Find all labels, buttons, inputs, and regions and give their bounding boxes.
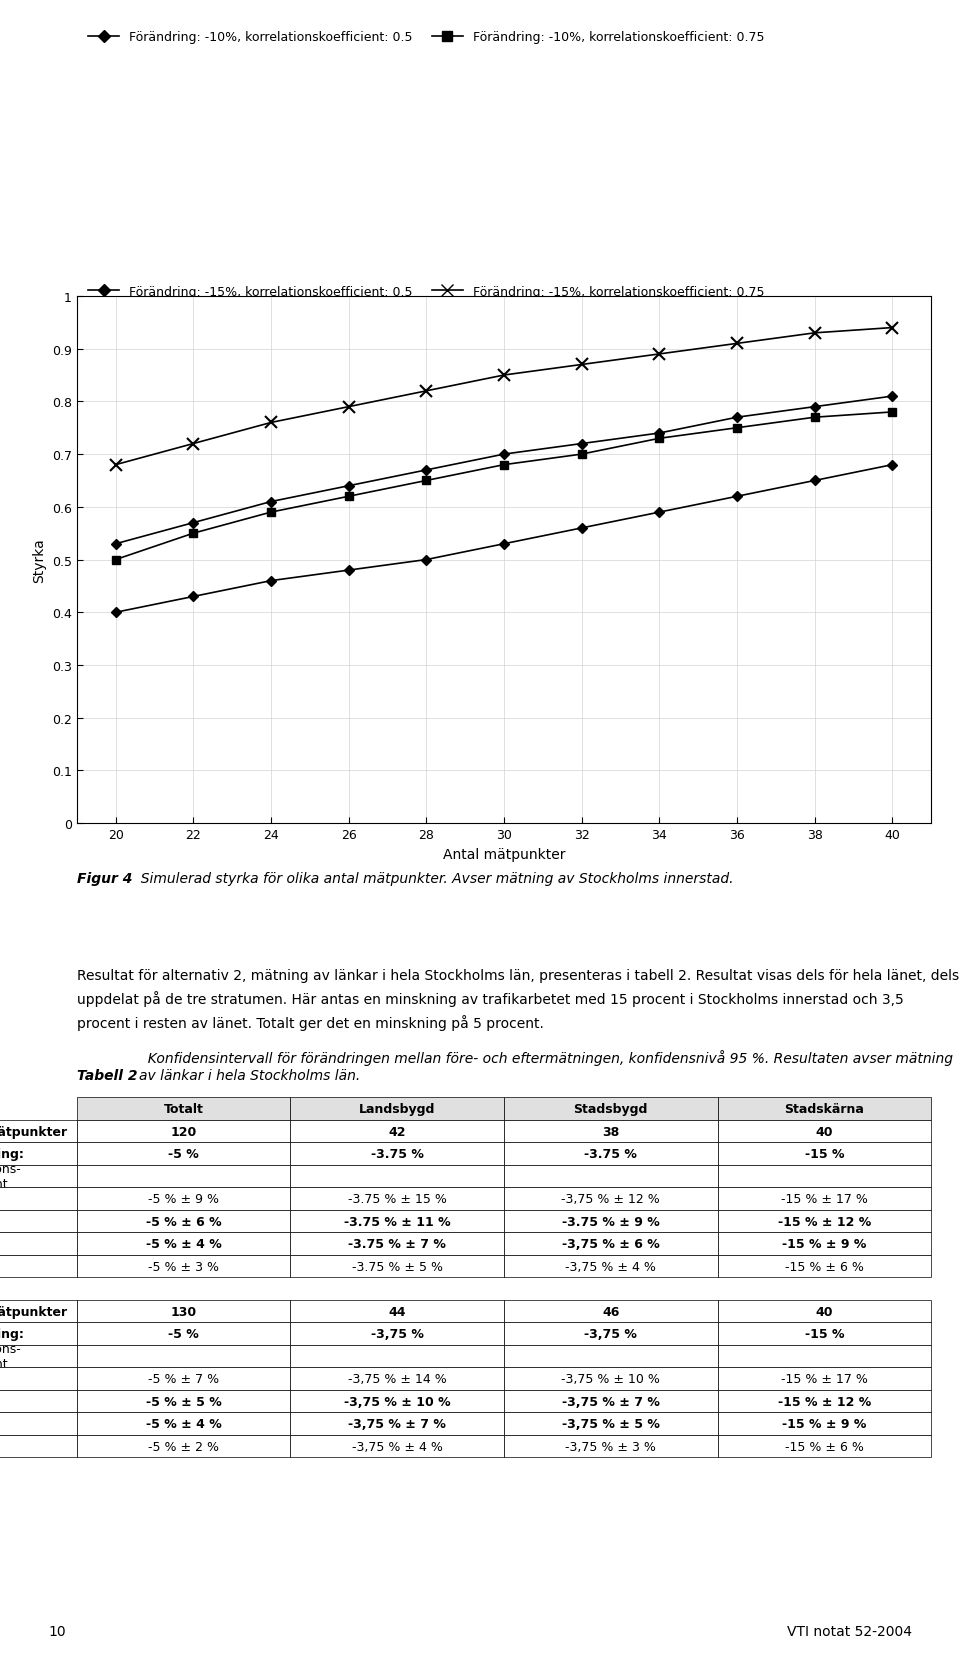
X-axis label: Antal mätpunkter: Antal mätpunkter — [443, 847, 565, 860]
Text: Simulerad styrka för olika antal mätpunkter. Avser mätning av Stockholms innerst: Simulerad styrka för olika antal mätpunk… — [132, 872, 733, 885]
Legend: Förändring: -15%, korrelationskoefficient: 0.5, Förändring: -15%, korrelationsko: Förändring: -15%, korrelationskoefficien… — [84, 281, 769, 303]
Text: Resultat för alternativ 2, mätning av länkar i hela Stockholms län, presenteras : Resultat för alternativ 2, mätning av lä… — [77, 968, 959, 1030]
Text: VTI notat 52-2004: VTI notat 52-2004 — [787, 1624, 912, 1637]
Text: 10: 10 — [48, 1624, 65, 1637]
Y-axis label: Styrka: Styrka — [33, 537, 46, 582]
Text: Figur 4: Figur 4 — [77, 872, 132, 885]
Text: Tabell 2: Tabell 2 — [77, 1068, 137, 1082]
Text: Konfidensintervall för förändringen mellan före- och eftermätningen, konfidensni: Konfidensintervall för förändringen mell… — [139, 1050, 953, 1082]
